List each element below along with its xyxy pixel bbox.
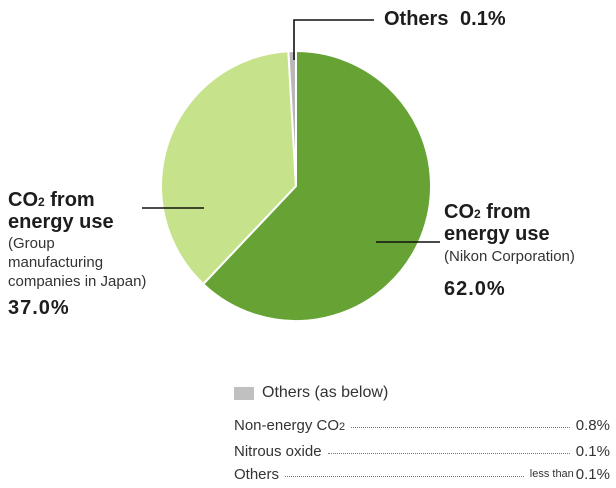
legend-item-value: 0.1% <box>575 465 610 483</box>
group-note-line3: companies in Japan) <box>8 273 147 290</box>
others-slice-name: Others <box>384 8 449 30</box>
slice-nikon-corporation <box>201 49 432 322</box>
leader-dots <box>327 452 570 454</box>
group-note-line2: manufacturing <box>8 254 104 271</box>
group-name-sub: 2 <box>38 195 45 209</box>
legend-swatch <box>234 386 254 400</box>
nikon-name-sub: 2 <box>474 207 481 221</box>
nikon-name-line2: energy use <box>444 223 550 245</box>
legend-title-text: Others (as below) <box>262 384 389 401</box>
legend-item-non-energy-co2: Non-energy CO2 0.8% <box>234 414 610 436</box>
legend-item-nitrous-oxide: Nitrous oxide 0.1% <box>234 440 610 462</box>
group-name-main: CO <box>8 189 38 211</box>
group-value: 37.0% <box>8 297 70 319</box>
slice-others <box>287 49 297 187</box>
legend-item-label: Non-energy CO2 <box>234 416 346 434</box>
nikon-value: 62.0% <box>444 278 506 300</box>
nikon-note: (Nikon Corporation) <box>444 248 575 265</box>
nikon-slice-label: CO2 from energy use (Nikon Corporation) … <box>444 202 575 301</box>
nikon-name-tail: from <box>480 201 531 223</box>
legend-title: Others (as below) <box>234 384 388 402</box>
legend-item-label: Nitrous oxide <box>234 442 322 460</box>
leader-dots <box>351 426 570 428</box>
legend-item-value: 0.8% <box>575 416 610 434</box>
group-slice-label: CO2 from energy use (Group manufacturing… <box>8 190 146 320</box>
leader-line-others <box>293 19 374 60</box>
legend-item-label: Others <box>234 465 280 483</box>
group-note-line1: (Group <box>8 235 55 252</box>
slice-group-companies-japan <box>160 50 298 286</box>
others-slice-label: Others 0.1% <box>384 8 506 31</box>
legend-item-others: Others less than 0.1% <box>234 463 610 485</box>
legend-item-value: 0.1% <box>575 442 610 460</box>
legend-item-prefix: less than <box>529 468 574 480</box>
nikon-name-main: CO <box>444 201 474 223</box>
leader-dots <box>285 475 524 477</box>
others-slice-value: 0.1% <box>460 8 506 30</box>
group-name-tail: from <box>44 189 95 211</box>
group-name-line2: energy use <box>8 211 114 233</box>
